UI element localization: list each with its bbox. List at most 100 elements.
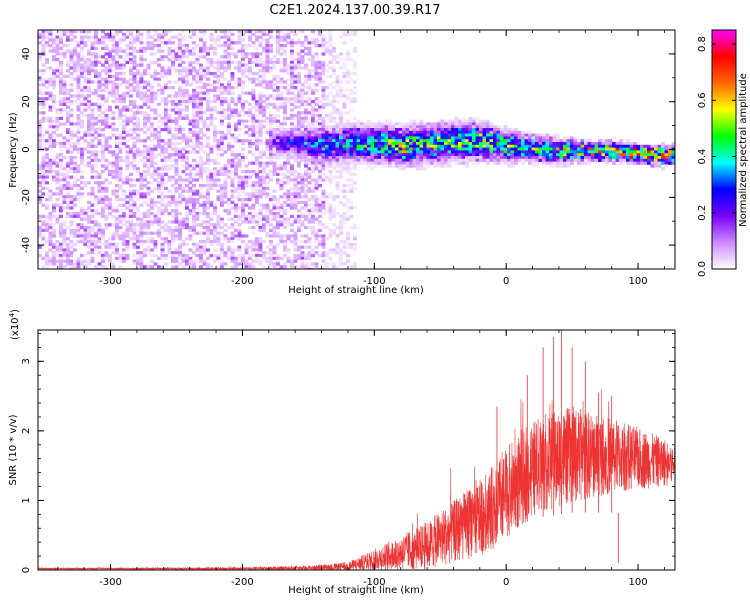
heatmap-cell [342,167,347,171]
heatmap-cell [164,237,168,241]
heatmap-cell [52,234,56,238]
heatmap-cell [388,158,392,162]
heatmap-cell [342,144,347,148]
heatmap-cell [90,209,95,213]
heatmap-cell [276,153,280,157]
heatmap-cell [125,60,130,64]
heatmap-cell [48,164,53,168]
heatmap-cell [451,158,455,162]
heatmap-cell [283,248,287,252]
heatmap-cell [108,66,112,70]
heatmap-cell [297,111,301,115]
heatmap-cell [304,66,308,70]
heatmap-cell [255,108,259,112]
heatmap-cell [353,223,357,227]
heatmap-cell [444,119,448,123]
heatmap-cell [111,83,116,87]
heatmap-cell [118,114,123,118]
heatmap-cell [332,251,336,255]
heatmap-cell [101,214,105,218]
heatmap-cell [199,164,203,168]
heatmap-cell [108,105,112,109]
heatmap-cell [48,192,53,196]
heatmap-cell [97,77,102,81]
heatmap-cell [171,220,175,224]
heatmap-cell [160,122,165,126]
heatmap-cell [41,97,46,101]
heatmap-cell [286,32,291,36]
heatmap-cell [115,156,119,160]
heatmap-cell [45,259,49,263]
heatmap-cell [122,105,126,109]
heatmap-cell [311,209,315,213]
heatmap-cell [83,88,88,92]
heatmap-cell [346,189,350,193]
heatmap-cell [419,125,424,129]
heatmap-cell [332,72,336,76]
heatmap-cell [332,198,336,202]
heatmap-cell [62,97,67,101]
heatmap-cell [423,156,427,160]
heatmap-cell [97,195,102,199]
heatmap-cell [66,170,70,174]
heatmap-cell [157,130,161,134]
heatmap-cell [276,128,280,132]
heatmap-cell [209,105,214,109]
heatmap-cell [143,214,147,218]
heatmap-cell [97,226,102,230]
heatmap-cell [195,142,200,146]
heatmap-cell [223,178,228,182]
heatmap-cell [48,66,53,70]
heatmap-cell [297,142,301,146]
heatmap-cell [66,164,70,168]
heatmap-cell [167,46,172,50]
heatmap-cell [69,245,74,249]
heatmap-cell [258,262,263,266]
heatmap-cell [160,212,165,216]
heatmap-cell [181,223,186,227]
heatmap-cell [90,139,95,143]
heatmap-cell [384,119,389,123]
heatmap-cell [199,105,203,109]
heatmap-cell [178,153,182,157]
heatmap-cell [332,212,336,216]
heatmap-cell [293,153,298,157]
heatmap-cell [195,217,200,221]
heatmap-cell [286,259,291,263]
heatmap-cell [248,240,252,244]
heatmap-cell [237,94,242,98]
heatmap-cell [139,265,144,269]
heatmap-cell [244,164,249,168]
heatmap-cell [412,125,417,129]
heatmap-cell [122,77,126,81]
heatmap-cell [202,150,207,154]
heatmap-cell [132,212,137,216]
heatmap-cell [269,114,273,118]
heatmap-cell [146,251,151,255]
heatmap-cell [125,119,130,123]
heatmap-cell [342,245,347,249]
heatmap-cell [297,195,301,199]
heatmap-cell [419,150,424,154]
heatmap-cell [122,142,126,146]
heatmap-cell [199,38,203,42]
heatmap-cell [423,125,427,129]
heatmap-cell [185,223,189,227]
heatmap-cell [283,100,287,104]
heatmap-cell [461,142,466,146]
heatmap-cell [143,200,147,204]
heatmap-cell [136,192,140,196]
heatmap-cell [101,212,105,216]
heatmap-cell [223,184,228,188]
heatmap-cell [374,128,378,132]
heatmap-cell [223,262,228,266]
heatmap-cell [437,144,441,148]
heatmap-cell [48,161,53,165]
heatmap-cell [321,245,326,249]
heatmap-cell [87,237,91,241]
heatmap-cell [300,83,305,87]
heatmap-cell [139,32,144,36]
heatmap-cell [146,223,151,227]
heatmap-cell [125,86,130,90]
heatmap-cell [447,133,452,137]
